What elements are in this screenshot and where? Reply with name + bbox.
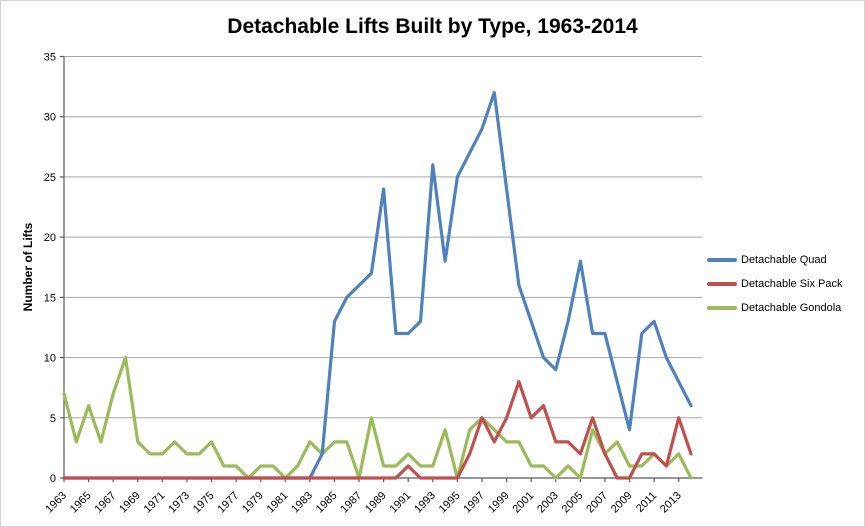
legend-swatch-detachable-six-pack [707, 282, 737, 286]
y-axis-title: Number of Lifts [21, 222, 35, 312]
x-tick-label: 1969 [117, 490, 143, 516]
series-line-detachable-quad [62, 90, 693, 480]
x-tick-label: 2003 [535, 490, 561, 516]
x-tick-label: 1989 [363, 490, 389, 516]
x-tick-label: 1967 [92, 490, 118, 516]
x-tick-label: 1979 [240, 490, 266, 516]
y-tick-label: 25 [44, 172, 56, 184]
x-tick-label: 1999 [486, 490, 512, 516]
x-tick-label: 2005 [560, 490, 586, 516]
legend: Detachable Quad Detachable Six Pack Deta… [707, 248, 862, 320]
y-tick-label: 5 [50, 413, 56, 425]
x-tick-label: 1985 [314, 490, 340, 516]
x-tick-label: 2011 [634, 490, 659, 515]
x-tick-label: 1971 [142, 490, 168, 516]
chart-title: Detachable Lifts Built by Type, 1963-201… [227, 15, 638, 38]
x-tick-label: 1973 [166, 490, 192, 516]
legend-swatch-detachable-quad [707, 258, 737, 262]
legend-label-detachable-gondola: Detachable Gondola [741, 302, 842, 314]
legend-swatch-detachable-gondola [707, 306, 737, 310]
y-tick-label: 20 [44, 232, 56, 244]
x-tick-label: 1981 [265, 490, 291, 516]
x-tick-label: 2009 [609, 490, 635, 516]
x-tick-label: 1975 [191, 490, 217, 516]
x-tick-label: 1995 [437, 490, 463, 516]
y-tick-label: 35 [44, 52, 56, 64]
y-tick-label: 30 [44, 112, 56, 124]
x-tick-label: 2001 [510, 490, 536, 516]
x-tick-label: 1987 [338, 490, 364, 516]
x-tick-label: 1965 [68, 490, 94, 516]
series-line-detachable-gondola [62, 356, 693, 480]
legend-item-detachable-gondola: Detachable Gondola [707, 296, 862, 320]
x-tick-label: 1991 [388, 490, 414, 516]
x-tick-label: 1993 [412, 490, 438, 516]
legend-label-detachable-quad: Detachable Quad [741, 254, 827, 266]
legend-label-detachable-six-pack: Detachable Six Pack [741, 278, 843, 290]
y-tick-label: 10 [44, 353, 56, 365]
legend-item-detachable-six-pack: Detachable Six Pack [707, 272, 862, 296]
y-tick-label: 0 [50, 473, 56, 485]
legend-item-detachable-quad: Detachable Quad [707, 248, 862, 272]
series-line-detachable-six-pack [62, 380, 693, 480]
x-tick-label: 1977 [215, 490, 241, 516]
y-tick-label: 15 [44, 292, 56, 304]
x-tick-label: 1963 [43, 490, 69, 516]
x-tick-label: 2007 [584, 490, 610, 516]
x-tick-label: 1997 [461, 490, 487, 516]
x-tick-label: 2013 [658, 490, 684, 516]
x-tick-label: 1983 [289, 490, 315, 516]
